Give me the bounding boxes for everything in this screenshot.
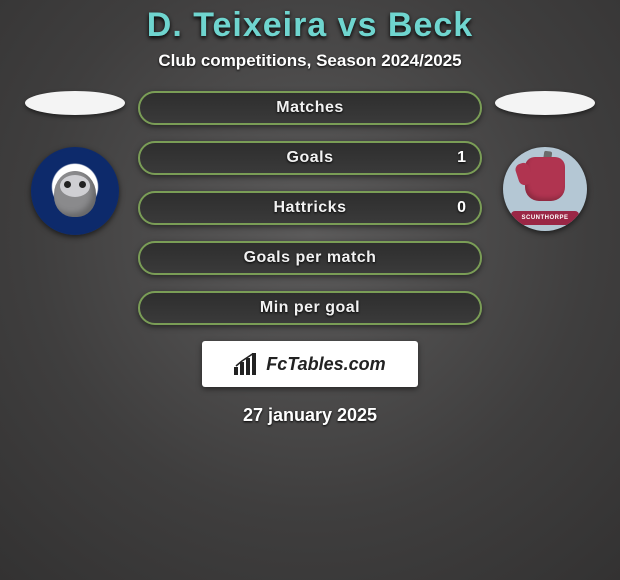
pill-min-per-goal: Min per goal xyxy=(138,291,482,325)
pill-hattricks: Hattricks 0 xyxy=(138,191,482,225)
fctables-watermark: FcTables.com xyxy=(202,341,418,387)
pill-label: Goals per match xyxy=(244,249,377,267)
fctables-text: FcTables.com xyxy=(266,354,385,375)
page-title: D. Teixeira vs Beck xyxy=(0,6,620,45)
left-side xyxy=(15,91,135,235)
pill-label: Matches xyxy=(276,99,344,117)
right-badge-ribbon: SCUNTHORPE xyxy=(511,211,579,225)
left-flag-ellipse xyxy=(25,91,125,115)
right-flag-ellipse xyxy=(495,91,595,115)
date-text: 27 january 2025 xyxy=(0,405,620,426)
right-side: IRON SCUNTHORPE xyxy=(485,91,605,231)
comparison-row: Matches Goals 1 Hattricks 0 Goals per ma… xyxy=(0,91,620,325)
pill-label: Hattricks xyxy=(274,199,347,217)
bars-icon xyxy=(234,353,260,375)
pill-goals-per-match: Goals per match xyxy=(138,241,482,275)
subtitle: Club competitions, Season 2024/2025 xyxy=(0,51,620,71)
stat-pills: Matches Goals 1 Hattricks 0 Goals per ma… xyxy=(135,91,485,325)
pill-goals: Goals 1 xyxy=(138,141,482,175)
pill-label: Min per goal xyxy=(260,299,360,317)
pill-right-value: 1 xyxy=(457,149,466,167)
right-club-badge: IRON SCUNTHORPE xyxy=(503,147,587,231)
pill-right-value: 0 xyxy=(457,199,466,217)
left-club-badge xyxy=(31,147,119,235)
pill-matches: Matches xyxy=(138,91,482,125)
pill-label: Goals xyxy=(287,149,334,167)
